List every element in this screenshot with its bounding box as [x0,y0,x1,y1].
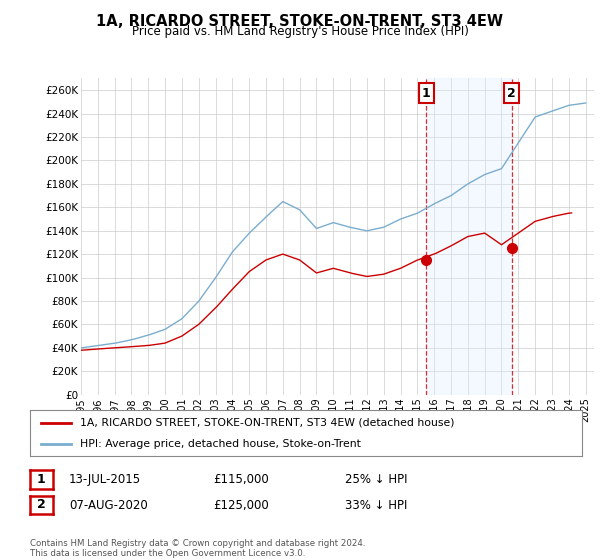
Bar [427,78,512,395]
Text: 1A, RICARDO STREET, STOKE-ON-TRENT, ST3 4EW (detached house): 1A, RICARDO STREET, STOKE-ON-TRENT, ST3 … [80,418,454,428]
Text: 1: 1 [37,473,46,486]
Text: 2: 2 [507,87,516,100]
Text: 2: 2 [37,498,46,511]
Text: This data is licensed under the Open Government Licence v3.0.: This data is licensed under the Open Gov… [30,549,305,558]
Text: £125,000: £125,000 [213,498,269,512]
Text: HPI: Average price, detached house, Stoke-on-Trent: HPI: Average price, detached house, Stok… [80,439,361,449]
Text: 13-JUL-2015: 13-JUL-2015 [69,473,141,487]
Text: 1A, RICARDO STREET, STOKE-ON-TRENT, ST3 4EW: 1A, RICARDO STREET, STOKE-ON-TRENT, ST3 … [97,14,503,29]
Text: Contains HM Land Registry data © Crown copyright and database right 2024.: Contains HM Land Registry data © Crown c… [30,539,365,548]
Text: Price paid vs. HM Land Registry's House Price Index (HPI): Price paid vs. HM Land Registry's House … [131,25,469,38]
Text: 33% ↓ HPI: 33% ↓ HPI [345,498,407,512]
Text: 25% ↓ HPI: 25% ↓ HPI [345,473,407,487]
Text: 07-AUG-2020: 07-AUG-2020 [69,498,148,512]
Text: 1: 1 [422,87,431,100]
Text: £115,000: £115,000 [213,473,269,487]
